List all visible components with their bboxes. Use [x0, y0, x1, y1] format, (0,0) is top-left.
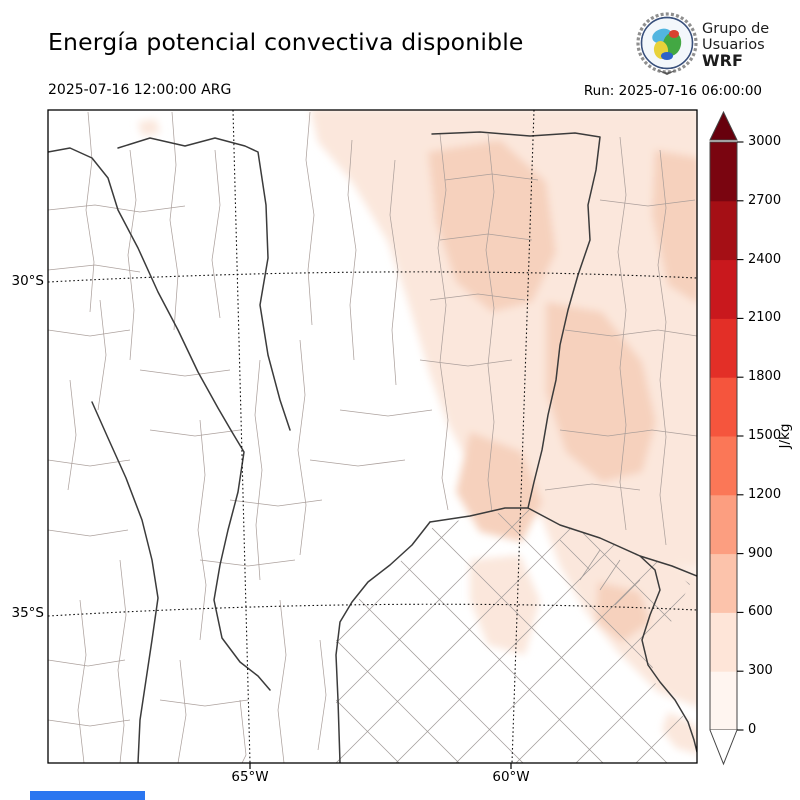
colorbar-tick-label: 3000 — [748, 134, 782, 149]
valid-time-label: 2025-07-16 12:00:00 ARG — [48, 82, 232, 98]
logo-line3: WRF — [702, 51, 743, 70]
colorbar-tick-label: 2400 — [748, 251, 782, 267]
colorbar-tick-label: 0 — [748, 722, 757, 737]
bottom-accent-bar — [30, 791, 145, 800]
run-time-label: Run: 2025-07-16 06:00:00 — [583, 83, 762, 99]
department-borders — [48, 111, 697, 763]
page-title: Energía potencial convectiva disponible — [48, 28, 524, 56]
logo-line2: Usuarios — [702, 37, 765, 53]
colorbar-tick-label: 2700 — [748, 192, 782, 208]
colorbar-tickmarks — [737, 141, 744, 731]
lon-label-60w: 60°W — [492, 769, 530, 785]
logo-line1: Grupo de — [702, 21, 770, 37]
colorbar-tick-label: 1200 — [748, 486, 782, 502]
logo-text: Grupo de Usuarios WRF — [702, 21, 769, 69]
colorbar-tick-label: 900 — [748, 545, 773, 561]
colorbar-segments — [710, 142, 737, 731]
lat-label-30s: 30°S — [11, 273, 45, 289]
map-frame — [47, 109, 698, 764]
colorbar-tick-label: 600 — [748, 604, 773, 620]
colorbar-over-arrow — [709, 110, 738, 141]
colorbar-tick-label: 1500 — [748, 428, 782, 443]
colorbar-tick-label: 2100 — [748, 310, 782, 326]
axis-ticks — [249, 763, 512, 769]
lat-label-35s: 35°S — [11, 605, 45, 621]
cape-shading — [138, 110, 697, 755]
colorbar-under-arrow — [709, 729, 738, 766]
colorbar-tick-label: 300 — [748, 663, 773, 679]
colorbar-unit-label: J/kg — [777, 423, 793, 449]
colorbar — [709, 110, 744, 766]
colorbar-tick-label: 1800 — [748, 369, 782, 385]
wrf-logo-icon — [636, 12, 698, 75]
province-borders — [48, 131, 697, 763]
lon-label-65w: 65°W — [231, 769, 269, 785]
